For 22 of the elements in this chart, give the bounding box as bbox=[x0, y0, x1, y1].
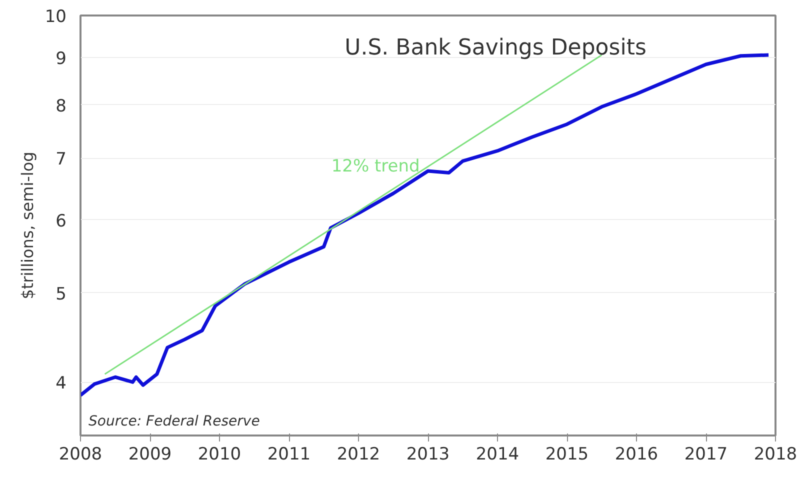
x-tick-label: 2009 bbox=[128, 444, 172, 464]
x-tick-label: 2015 bbox=[545, 444, 589, 464]
x-tick-label: 2012 bbox=[336, 444, 380, 464]
x-tick-label: 2014 bbox=[476, 444, 520, 464]
series-label: 12% trend bbox=[331, 156, 420, 177]
y-tick-label: 6 bbox=[56, 211, 67, 232]
x-tick-label: 2010 bbox=[198, 444, 242, 464]
y-tick-label: 10 bbox=[44, 7, 67, 27]
annotation: Source: Federal Reserve bbox=[88, 414, 260, 430]
x-tick-label: 2011 bbox=[267, 444, 311, 464]
y-tick-label: 9 bbox=[56, 49, 67, 70]
y-tick-label: 7 bbox=[56, 150, 67, 170]
y-tick-label: 4 bbox=[56, 374, 67, 394]
y-tick-label: 5 bbox=[56, 284, 67, 304]
x-tick-label: 2016 bbox=[614, 444, 658, 464]
x-tick-label: 2018 bbox=[754, 444, 798, 464]
text: U.S. Bank Savings Deposits bbox=[344, 36, 646, 60]
y-axis-title: $trillions, semi-log bbox=[18, 152, 37, 300]
x-tick-label: 2008 bbox=[58, 444, 102, 464]
x-tick-label: 2013 bbox=[406, 444, 450, 464]
x-tick-label: 2017 bbox=[684, 444, 728, 464]
y-tick-label: 8 bbox=[56, 96, 67, 116]
